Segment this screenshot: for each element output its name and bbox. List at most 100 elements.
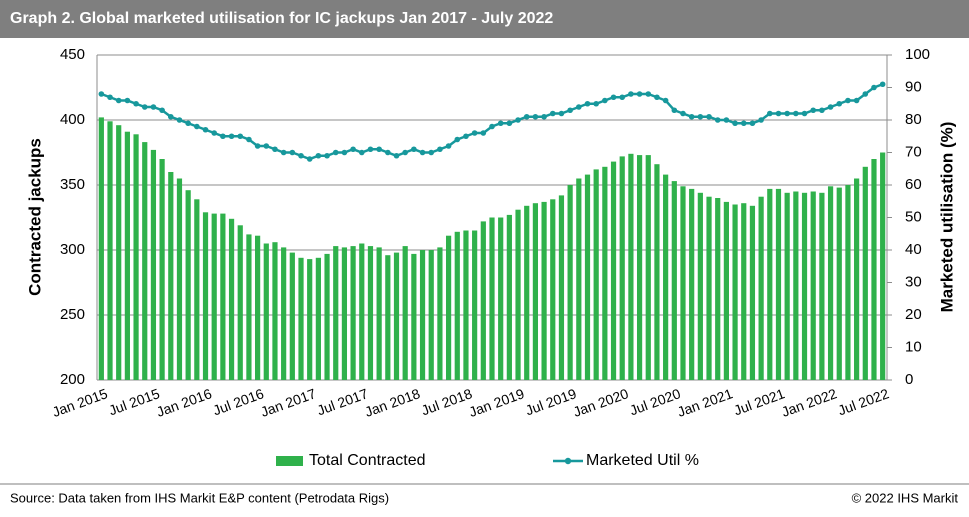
- bar: [610, 161, 617, 380]
- bar: [489, 217, 495, 380]
- line-marker: [515, 117, 521, 123]
- bar: [567, 185, 573, 380]
- y2-tick-label: 60: [905, 176, 922, 193]
- bar: [402, 246, 408, 380]
- bar: [636, 155, 643, 380]
- line-marker: [124, 97, 131, 104]
- line-marker: [576, 104, 582, 110]
- line-marker: [489, 123, 495, 130]
- line-marker: [445, 143, 452, 149]
- line-marker: [150, 104, 157, 110]
- bar: [645, 155, 651, 380]
- bar: [315, 257, 321, 380]
- bar: [419, 250, 426, 380]
- y-tick-label: 250: [60, 306, 85, 323]
- line-marker: [636, 91, 643, 97]
- bar: [810, 191, 816, 380]
- bar: [367, 246, 374, 380]
- source: Source: Data taken from IHS Markit E&P c…: [10, 490, 389, 505]
- line-marker: [602, 97, 608, 104]
- bar: [593, 169, 599, 380]
- line-marker: [845, 97, 851, 104]
- line-marker: [767, 110, 773, 117]
- bar: [515, 209, 521, 380]
- bar: [558, 195, 565, 380]
- bar: [689, 188, 695, 380]
- bar: [836, 187, 842, 380]
- line-marker: [497, 120, 504, 127]
- bar: [715, 198, 721, 380]
- x-tick-label: Jul 2016: [211, 385, 266, 418]
- bar: [819, 192, 825, 380]
- bar: [524, 205, 530, 380]
- line-marker: [793, 110, 799, 117]
- line-marker: [619, 94, 626, 101]
- line-marker: [610, 94, 617, 101]
- bar: [228, 218, 235, 380]
- bar: [463, 230, 469, 380]
- bar: [680, 186, 686, 380]
- x-tick-label: Jul 2015: [107, 385, 162, 418]
- line-marker: [141, 104, 148, 110]
- x-tick-label: Jul 2020: [627, 385, 682, 418]
- bar: [845, 185, 851, 380]
- line-marker: [159, 107, 165, 114]
- bar: [255, 235, 261, 380]
- bar: [133, 134, 139, 380]
- bar: [862, 166, 868, 380]
- bar: [741, 203, 747, 380]
- line-marker: [480, 130, 487, 136]
- y2-tick-label: 70: [905, 143, 922, 160]
- line-marker: [463, 133, 469, 140]
- y2-tick-label: 0: [905, 371, 913, 388]
- line-marker: [167, 113, 174, 120]
- x-tick-label: Jan 2016: [154, 385, 214, 420]
- bar: [333, 246, 339, 380]
- line-marker: [584, 100, 591, 107]
- line-marker: [654, 94, 660, 101]
- bar: [706, 196, 712, 380]
- line-marker: [367, 146, 374, 153]
- bar: [732, 204, 738, 380]
- bar: [654, 164, 660, 380]
- line-marker: [263, 143, 270, 149]
- line-marker: [740, 120, 747, 127]
- bar: [124, 131, 130, 380]
- line-marker: [523, 113, 530, 120]
- bar: [671, 181, 677, 380]
- line-marker: [810, 107, 817, 114]
- bar: [194, 199, 200, 380]
- bar: [801, 192, 808, 380]
- line-marker: [879, 81, 886, 88]
- legend-label: Marketed Util %: [586, 452, 699, 469]
- line-marker: [324, 152, 330, 159]
- x-tick-label: Jul 2022: [836, 385, 891, 418]
- y-tick-label: 350: [60, 176, 85, 193]
- bar: [350, 246, 356, 380]
- bar: [168, 172, 174, 380]
- bar: [298, 257, 304, 380]
- line-marker: [115, 97, 122, 104]
- bar: [532, 203, 539, 380]
- line-marker: [107, 94, 113, 101]
- bar: [628, 153, 634, 380]
- bar: [445, 235, 452, 380]
- bar: [246, 234, 252, 380]
- line-marker: [185, 120, 191, 127]
- line-marker: [411, 146, 417, 153]
- bar: [880, 152, 886, 380]
- bar: [758, 196, 764, 380]
- y2-tick-label: 80: [905, 111, 922, 128]
- line-marker: [454, 136, 461, 143]
- line-marker: [836, 100, 843, 107]
- x-tick-label: Jul 2017: [315, 385, 370, 418]
- bar: [827, 186, 834, 380]
- y2-tick-label: 50: [905, 208, 922, 225]
- line-marker: [853, 97, 860, 104]
- legend-swatch: [276, 456, 303, 466]
- bar: [150, 149, 157, 380]
- bar: [289, 252, 295, 380]
- line-marker: [228, 133, 235, 140]
- bar: [263, 243, 269, 380]
- line-marker: [541, 113, 547, 120]
